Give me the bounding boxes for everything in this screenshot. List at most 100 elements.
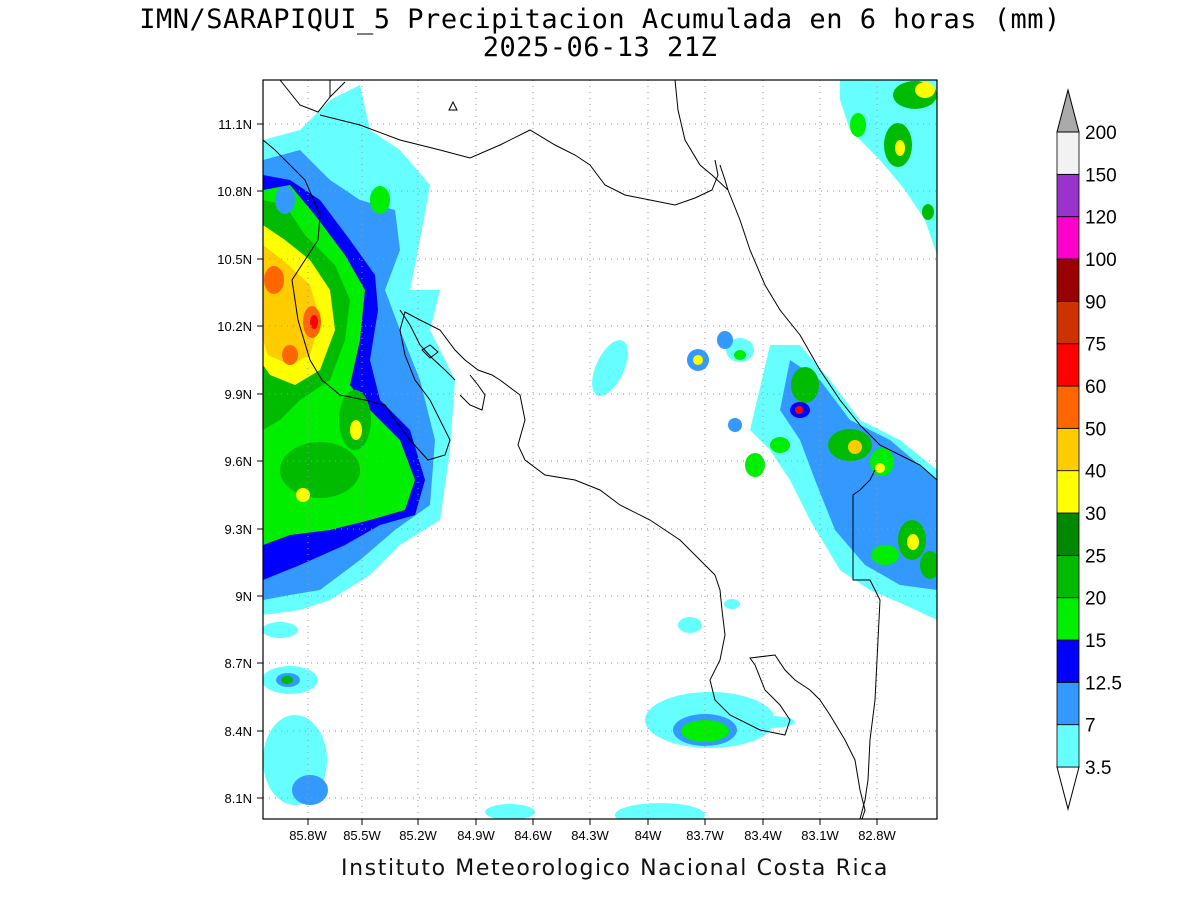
rain-cell-w1 — [339, 390, 371, 450]
nicoya-island — [421, 344, 439, 359]
lon-tick: 84.9W — [457, 828, 495, 843]
colorbar-swatch — [1056, 597, 1080, 641]
rain-cell-w6 — [275, 186, 295, 214]
colorbar-swatch — [1056, 724, 1080, 768]
nicaragua-lake-shore — [279, 80, 331, 113]
colorbar-swatch — [1056, 343, 1080, 387]
colorbar-swatch — [1056, 131, 1080, 175]
panama-border — [852, 469, 881, 819]
rain-cell-e16 — [693, 355, 703, 365]
colorbar-level-label: 200 — [1085, 123, 1117, 144]
rain-cell-w3 — [280, 442, 360, 498]
coastline-borders — [263, 80, 937, 819]
map-title: IMN/SARAPIQUI_5 Precipitacion Acumulada … — [139, 4, 1061, 35]
colorbar-level-label: 100 — [1085, 250, 1117, 271]
lat-tick: 8.1N — [225, 791, 252, 806]
lat-tick: 9.6N — [225, 454, 252, 469]
colorbar-swatch — [1056, 258, 1080, 302]
rain-cell-e10 — [920, 551, 937, 579]
colorbar-swatch — [1056, 173, 1080, 218]
rain-patch-osa4 — [745, 716, 795, 728]
colorbar-level-label: 40 — [1085, 462, 1106, 483]
lon-tick: 84W — [635, 828, 662, 843]
colorbar-swatch — [1056, 300, 1080, 345]
lat-tick: 8.4N — [225, 724, 252, 739]
map-grid — [263, 80, 937, 819]
colorbar-lower-triangle — [1056, 766, 1080, 811]
lon-tick: 84.3W — [571, 828, 609, 843]
rain-cell-ne4 — [895, 140, 905, 156]
rain-cell-e11 — [871, 545, 899, 565]
lat-tick: 9.3N — [225, 522, 252, 537]
rain-cell-e14 — [728, 418, 742, 432]
lon-tick: 83.1W — [801, 828, 839, 843]
lat-tick-labels: 11.1N 10.8N 10.5N 10.2N 9.9N 9.6N 9.3N 9… — [217, 117, 252, 806]
rain-patch-osa3 — [681, 720, 729, 742]
rain-patch-sw6 — [263, 622, 298, 638]
colorbar-level-label: 12.5 — [1085, 673, 1122, 694]
colorbar-level-label: 50 — [1085, 419, 1106, 440]
colorbar-swatch — [1056, 512, 1080, 556]
rain-band-east-light — [780, 360, 937, 590]
rain-cell-e19 — [717, 331, 733, 349]
lon-tick: 83.4W — [744, 828, 782, 843]
rain-cell-e5 — [848, 440, 862, 454]
caribbean-coast-northeast — [719, 164, 729, 191]
colorbar-swatch — [1056, 427, 1080, 472]
colorbar-swatch — [1056, 216, 1080, 260]
lon-tick: 85.8W — [289, 828, 327, 843]
rain-cell-ne5 — [850, 113, 866, 137]
colorbar-labels: 3.5 7 12.5 15 20 25 30 40 50 60 75 90 100 120 150 200 — [1085, 123, 1122, 779]
lon-tick-labels: 85.8W 85.5W 85.2W 84.9W 84.6W 84.3W 84W … — [289, 828, 896, 843]
rain-cell-ne2 — [915, 82, 935, 98]
lon-tick: 85.5W — [343, 828, 381, 843]
rain-cell-w4 — [296, 488, 310, 502]
colorbar-level-label: 30 — [1085, 504, 1106, 525]
rain-cell-e9 — [907, 534, 919, 550]
colorbar-swatch — [1056, 470, 1080, 514]
pacific-coast — [263, 139, 866, 819]
colorbar-level-label: 120 — [1085, 208, 1117, 229]
colorbar-level-label: 25 — [1085, 546, 1106, 567]
colorbar-swatch — [1056, 385, 1080, 429]
rain-cell-e18 — [734, 350, 746, 360]
colorbar-swatch — [1056, 639, 1080, 683]
lake-island — [448, 100, 458, 111]
map-frame — [262, 79, 938, 820]
rain-cell-e20 — [592, 340, 628, 396]
footer-credit: Instituto Meteorologico Nacional Costa R… — [341, 856, 889, 881]
lat-tick: 9.9N — [225, 387, 252, 402]
colorbar-swatch — [1056, 681, 1080, 726]
rain-cell-e3 — [795, 406, 803, 414]
gulf-of-nicoya — [459, 374, 486, 411]
colorbar — [1056, 88, 1080, 811]
caribbean-coast-north — [674, 80, 937, 481]
rain-cell-ne6 — [922, 204, 934, 220]
colorbar-level-label: 3.5 — [1085, 758, 1111, 779]
nicaragua-border — [319, 81, 719, 206]
lon-tick: 83.7W — [686, 828, 724, 843]
lat-tick: 8.7N — [225, 656, 252, 671]
lon-tick: 85.2W — [399, 828, 437, 843]
nicoya-peninsula — [399, 309, 456, 381]
colorbar-level-label: 60 — [1085, 377, 1106, 398]
colorbar-level-label: 15 — [1085, 631, 1106, 652]
lat-tick: 11.1N — [218, 117, 252, 132]
rain-core-max-a — [264, 266, 284, 294]
rain-patch-bottom2 — [485, 804, 535, 819]
lat-tick: 10.8N — [217, 184, 252, 199]
lat-tick: 10.2N — [217, 319, 252, 334]
colorbar-level-label: 20 — [1085, 589, 1106, 610]
colorbar-level-label: 7 — [1085, 716, 1096, 737]
precipitation-field — [263, 80, 937, 819]
rain-patch-bottom3 — [678, 617, 702, 633]
rain-cell-w5 — [370, 186, 390, 214]
lon-tick: 84.6W — [514, 828, 552, 843]
colorbar-upper-triangle — [1056, 88, 1080, 133]
rain-patch-bottom1 — [615, 803, 705, 819]
rain-core-max-c — [282, 345, 298, 365]
rain-patch-sw3 — [281, 676, 293, 684]
lat-tick: 10.5N — [217, 252, 252, 267]
rain-cell-e1 — [791, 367, 819, 403]
